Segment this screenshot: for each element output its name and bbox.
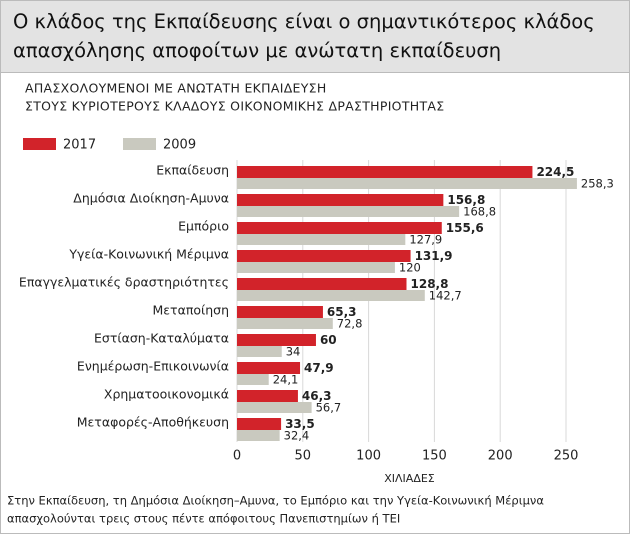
bar [237,178,577,189]
bar [237,390,298,402]
value-label: 224,5 [536,165,574,179]
bar [237,418,282,430]
value-label: 168,8 [463,205,496,219]
value-label: 142,7 [429,289,462,303]
value-label: 33,5 [285,417,315,431]
value-label: 32,4 [284,429,310,443]
header: Ο κλάδος της Εκπαίδευσης είναι ο σημαντι… [1,1,629,73]
category-label: Εμπόριο [178,219,229,234]
value-label: 155,6 [446,221,484,235]
note: Στην Εκπαίδευση, τη Δημόσια Διοίκηση–Αμυ… [7,494,544,508]
value-label: 120 [399,261,421,275]
value-label: 46,3 [302,389,332,403]
legend-swatch [123,138,156,150]
category-label: Υγεία-Κοινωνική Μέριμνα [68,247,229,262]
bar [237,278,407,290]
legend-swatch [23,138,56,150]
category-label: Μεταφορές-Αποθήκευση [77,415,229,430]
value-label: 131,9 [415,249,453,263]
bar [237,290,425,301]
value-label: 128,8 [411,277,449,291]
category-label: Επαγγελματικές δραστηριότητες [19,275,229,290]
x-tick-label: 0 [233,449,241,464]
title-line: απασχόλησης αποφοίτων με ανώτατη εκπαίδε… [13,39,502,62]
value-label: 60 [320,333,337,347]
bar [237,374,269,385]
value-label: 34 [286,345,301,359]
value-label: 65,3 [327,305,357,319]
bar [237,206,460,217]
bar [237,318,333,329]
value-label: 156,8 [447,193,485,207]
x-axis-label: ΧΙΛΙΑΔΕΣ [384,472,435,485]
value-label: 24,1 [273,373,299,387]
bar [237,430,280,441]
category-label: Δημόσια Διοίκηση-Αμυνα [73,191,229,206]
subtitle: ΑΠΑΣΧΟΛΟΥΜΕΝΟΙ ΜΕ ΑΝΩΤΑΤΗ ΕΚΠΑΙΔΕΥΣΗ [25,81,327,96]
bar [237,346,282,357]
title-line: Ο κλάδος της Εκπαίδευσης είναι ο σημαντι… [13,10,595,33]
bar [237,334,316,346]
bar [237,166,533,178]
x-tick-label: 50 [295,449,312,464]
bar [237,250,411,262]
category-label: Ενημέρωση-Επικοινωνία [77,359,229,374]
value-label: 56,7 [316,401,342,415]
value-label: 127,9 [409,233,442,247]
bar [237,402,312,413]
bar [237,362,301,374]
x-tick-label: 200 [488,449,513,464]
x-tick-label: 250 [554,449,579,464]
value-label: 258,3 [581,177,614,191]
bar [237,222,442,234]
bar [237,194,444,206]
category-label: Εστίαση-Καταλύματα [94,331,229,346]
value-label: 47,9 [304,361,334,375]
chart: ΑΠΑΣΧΟΛΟΥΜΕΝΟΙ ΜΕ ΑΝΩΤΑΤΗ ΕΚΠΑΙΔΕΥΣΗ ΣΤΟΥ… [7,81,614,526]
category-label: Χρηματοοικονομικά [104,387,229,402]
legend-label: 2017 [63,138,96,153]
x-tick-label: 150 [422,449,447,464]
subtitle: ΣΤΟΥΣ ΚΥΡΙΟΤΕΡΟΥΣ ΚΛΑΔΟΥΣ ΟΙΚΟΝΟΜΙΚΗΣ ΔΡ… [25,99,444,114]
bar [237,306,323,318]
category-label: Μεταποίηση [153,303,229,318]
category-label: Εκπαίδευση [156,163,229,178]
bar [237,262,395,273]
x-tick-label: 100 [356,449,381,464]
value-label: 72,8 [337,317,363,331]
bar [237,234,406,245]
note: απασχολούνται τρεις στους πέντε απόφοιτο… [7,512,400,526]
legend-label: 2009 [163,138,196,153]
